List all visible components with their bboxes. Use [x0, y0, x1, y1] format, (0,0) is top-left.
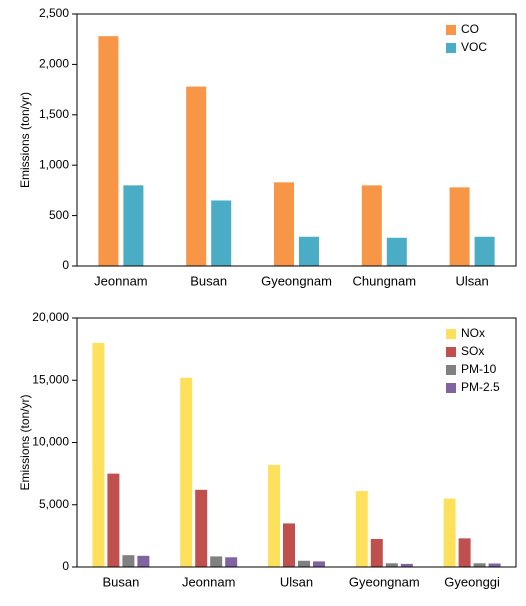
bar [283, 523, 295, 567]
bar [458, 538, 471, 567]
x-tick-label: Gyeongnam [349, 574, 420, 589]
legend-label: NOx [461, 326, 485, 340]
x-tick-label: Ulsan [455, 273, 488, 288]
bar [313, 561, 325, 567]
legend-label: VOC [461, 40, 487, 54]
bar [385, 563, 398, 567]
bar [355, 491, 368, 567]
chart: 0 5,000 10,000 15,000 20,000 Emissions (ton/y… [18, 310, 517, 589]
bar [186, 86, 207, 267]
bar [298, 560, 310, 567]
bar [299, 236, 319, 266]
bar [180, 377, 193, 567]
bar [474, 236, 495, 266]
y-tick-label: 20,000 [32, 310, 69, 324]
bar [123, 185, 144, 266]
bar [386, 237, 407, 266]
y-tick-label: 0 [62, 258, 69, 272]
y-axis-label: Emissions (ton/yr) [18, 92, 32, 188]
y-tick-label: 1,500 [39, 107, 69, 121]
bar [211, 200, 232, 266]
x-tick-label: Jeonnam [94, 273, 147, 288]
y-tick-label: 5,000 [39, 497, 69, 511]
legend-swatch [446, 25, 456, 35]
bar [137, 555, 150, 567]
plot-frame [76, 13, 517, 267]
bar [225, 557, 238, 567]
y-axis-label: Emissions (ton/yr) [18, 394, 32, 490]
bar [122, 555, 135, 567]
bar [473, 563, 486, 567]
bar [268, 464, 280, 567]
x-tick-label: Gyeonggi [444, 574, 500, 589]
legend-label: SOx [461, 344, 484, 358]
legend-label: PM-2.5 [461, 380, 500, 394]
x-tick-label: Gyeongnam [261, 273, 332, 288]
legend-swatch [446, 347, 456, 357]
bar [443, 498, 456, 567]
y-tick-label: 1,000 [39, 157, 69, 171]
bar [210, 556, 223, 567]
y-tick-label: 500 [49, 208, 69, 222]
legend-swatch [446, 365, 456, 375]
bar [400, 563, 413, 567]
plot-frame [76, 317, 517, 568]
legend-swatch [446, 329, 456, 339]
y-tick-label: 2,500 [39, 6, 69, 20]
y-tick-label: 2,000 [39, 57, 69, 71]
legend-swatch [446, 43, 456, 53]
chart: 0 500 1,000 1,500 2,000 2,500 Emissions (ton/y… [18, 6, 517, 288]
y-tick-label: 10,000 [32, 435, 69, 449]
bar [92, 342, 105, 567]
y-tick-label: 0 [62, 559, 69, 573]
bar [449, 187, 470, 266]
bar [370, 538, 383, 567]
bar [98, 36, 119, 267]
bar [195, 489, 208, 567]
bar [361, 185, 382, 266]
legend-label: CO [461, 22, 479, 36]
x-tick-label: Busan [190, 273, 227, 288]
x-tick-label: Ulsan [280, 574, 313, 589]
legend-label: PM-10 [461, 362, 497, 376]
bar [274, 182, 294, 266]
bar [107, 473, 120, 567]
bar [488, 563, 501, 567]
x-tick-label: Chungnam [352, 273, 416, 288]
y-tick-label: 15,000 [32, 372, 69, 386]
x-tick-label: Jeonnam [182, 574, 235, 589]
x-tick-label: Busan [102, 574, 139, 589]
legend-swatch [446, 383, 456, 393]
